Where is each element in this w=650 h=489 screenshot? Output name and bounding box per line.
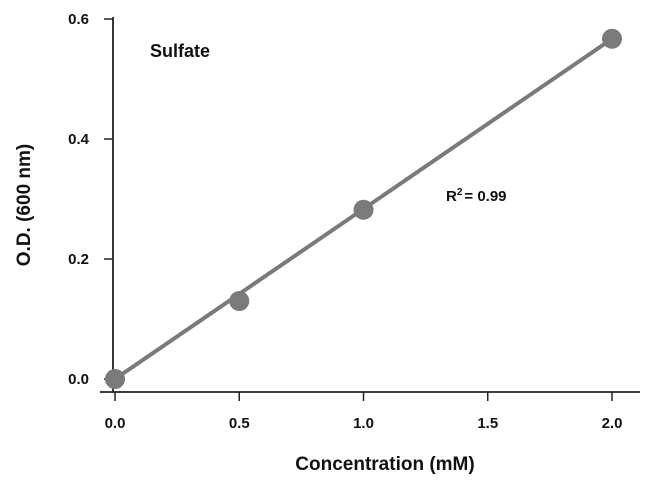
y-axis-title: O.D. (600 nm) (14, 144, 35, 266)
data-point (229, 291, 250, 311)
series-label-sulfate: Sulfate (150, 41, 210, 61)
y-ticks: 0.0 0.2 0.4 0.6 (68, 11, 113, 388)
x-tick-label: 1.0 (353, 415, 374, 432)
x-ticks: 0.0 0.5 1.0 1.5 2.0 (105, 392, 623, 432)
y-tick-label: 0.2 (68, 251, 89, 268)
x-axis-title: Concentration (mM) (295, 454, 474, 475)
r-squared-annotation: R2 = 0.99 (446, 187, 507, 205)
data-marks (105, 28, 622, 389)
x-tick-label: 0.5 (229, 415, 250, 432)
y-tick-label: 0.4 (68, 131, 90, 148)
x-tick-label: 0.0 (105, 415, 126, 432)
y-tick-label: 0.6 (68, 11, 89, 28)
r-squared-prefix: R (446, 188, 457, 205)
r-squared-superscript: 2 (457, 187, 463, 198)
data-point (353, 199, 374, 220)
x-tick-label: 1.5 (477, 415, 498, 432)
r-squared-value: = 0.99 (464, 188, 506, 205)
x-tick-label: 2.0 (602, 415, 623, 432)
y-tick-label: 0.0 (68, 371, 89, 388)
data-point (105, 369, 125, 389)
data-point (602, 28, 622, 49)
